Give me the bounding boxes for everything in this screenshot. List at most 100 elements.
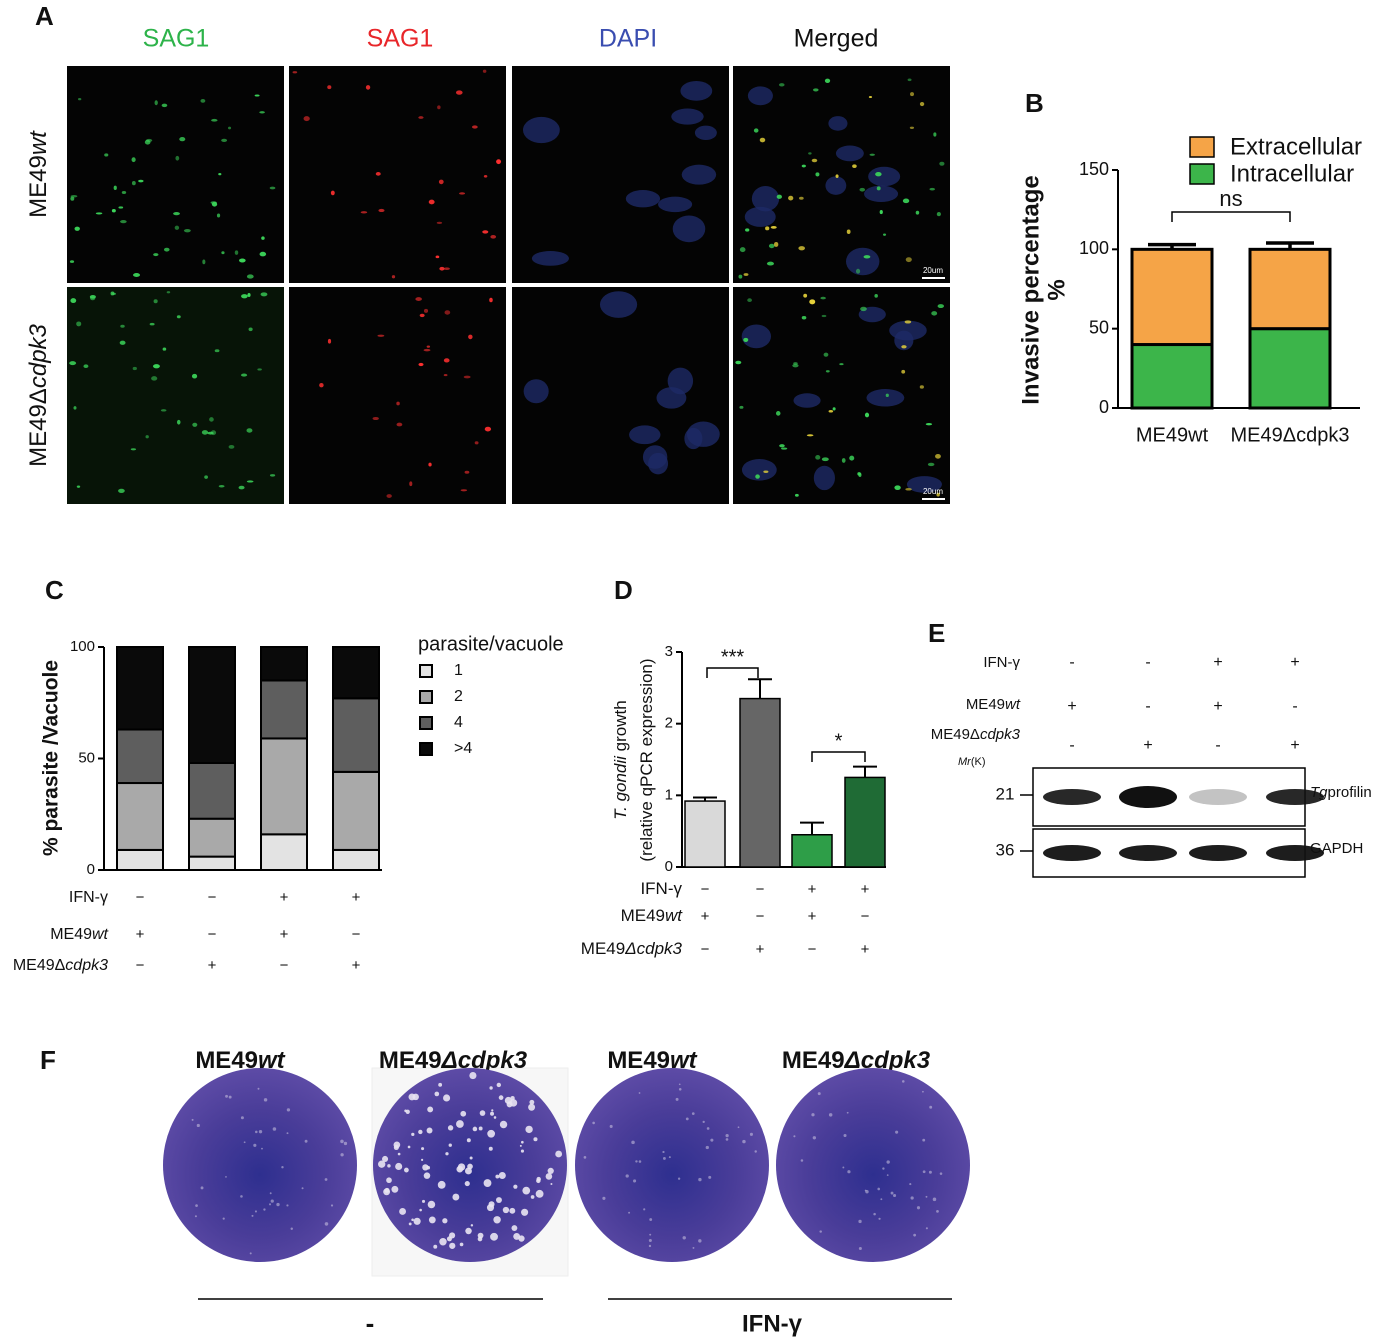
plaque xyxy=(922,1138,926,1142)
parasite xyxy=(426,345,431,348)
plaque-plate xyxy=(776,1068,970,1262)
text-part: wt xyxy=(665,906,683,925)
micrograph xyxy=(67,287,284,504)
parasite xyxy=(821,457,829,462)
parasite xyxy=(292,71,298,74)
bar-segment xyxy=(260,833,308,872)
parasite xyxy=(111,209,116,213)
plaque xyxy=(301,1187,304,1190)
plaque xyxy=(456,1120,464,1128)
plaque xyxy=(286,1108,291,1112)
plaque xyxy=(675,1097,679,1101)
parasite xyxy=(151,376,158,381)
micrograph-texture xyxy=(69,291,276,493)
plaque xyxy=(479,1110,486,1116)
parasite xyxy=(246,274,254,279)
plaque xyxy=(893,1193,897,1198)
parasite xyxy=(211,118,218,122)
plaque xyxy=(466,1138,471,1143)
nucleus xyxy=(889,320,927,341)
parasite xyxy=(200,98,206,103)
parasite xyxy=(247,292,251,297)
plaque xyxy=(261,1147,263,1150)
plaque xyxy=(504,1096,512,1105)
bar-segment xyxy=(260,737,308,836)
parasite xyxy=(852,164,857,168)
parasite xyxy=(76,485,81,488)
plaque xyxy=(404,1109,407,1113)
condition-mark: − xyxy=(208,889,217,906)
parasite xyxy=(183,228,191,233)
plaque xyxy=(483,1179,492,1187)
plaque xyxy=(191,1118,194,1121)
plaque xyxy=(793,1135,796,1138)
y-tick-label: 100 xyxy=(70,638,95,655)
parasite xyxy=(776,194,782,199)
plaque xyxy=(391,1185,399,1193)
text-part: ME49 xyxy=(621,906,665,925)
nucleus xyxy=(671,108,704,125)
plaque xyxy=(304,1139,308,1143)
parasite xyxy=(815,455,821,460)
parasite xyxy=(792,363,799,368)
panel-label: E xyxy=(928,618,945,648)
plaque xyxy=(819,1230,822,1233)
x-tick-label: ME49Δcdpk3 xyxy=(1231,424,1350,446)
parasite xyxy=(455,90,463,95)
plaque xyxy=(443,1094,451,1102)
text-part: ME49 xyxy=(379,1047,442,1074)
significance-bracket xyxy=(811,751,866,762)
parasite xyxy=(860,306,867,312)
condition-mark: − xyxy=(808,941,817,958)
parasite xyxy=(118,488,125,493)
parasite xyxy=(815,172,820,177)
nucleus xyxy=(813,465,835,491)
parasite xyxy=(234,250,239,255)
legend-swatch xyxy=(419,716,433,730)
parasite xyxy=(330,190,335,196)
significance-label: *** xyxy=(721,646,745,668)
plaque xyxy=(447,1125,454,1131)
mw-marker: 21 xyxy=(996,784,1015,803)
text-part: ME49 xyxy=(581,939,625,958)
parasite xyxy=(221,251,225,255)
plaque xyxy=(530,1195,535,1199)
parasite xyxy=(779,83,785,87)
parasite xyxy=(901,369,906,374)
parasite xyxy=(864,412,870,418)
y-axis-label: T. gondii growth xyxy=(611,700,630,819)
parasite xyxy=(443,374,448,377)
parasite xyxy=(132,366,137,371)
text-part: (relative qPCR expression) xyxy=(637,658,656,861)
plaque xyxy=(258,1129,263,1134)
plaque xyxy=(535,1189,544,1198)
plaque xyxy=(286,1132,289,1135)
condition-mark: + xyxy=(861,941,870,958)
parasite xyxy=(418,362,424,367)
nucleus xyxy=(825,176,847,195)
y-axis-label: (relative qPCR expression) xyxy=(637,658,656,861)
parasite xyxy=(428,462,432,467)
parasite xyxy=(459,192,466,195)
parasite xyxy=(391,275,396,279)
y-tick-label: 2 xyxy=(665,715,673,732)
condition-label: ME49wt xyxy=(621,906,684,925)
condition-mark: + xyxy=(861,881,870,898)
plaque xyxy=(383,1188,391,1196)
plaque xyxy=(469,1072,477,1080)
micrograph-texture xyxy=(69,94,276,279)
parasite xyxy=(214,349,220,353)
plaque xyxy=(407,1145,411,1149)
blot-band xyxy=(1266,789,1324,805)
parasite xyxy=(438,179,444,185)
plaque xyxy=(625,1174,629,1178)
parasite xyxy=(133,273,141,277)
plaque xyxy=(536,1178,541,1184)
micrograph-texture xyxy=(522,81,717,266)
parasite xyxy=(259,251,267,257)
parasite xyxy=(794,493,799,497)
nucleus xyxy=(906,476,942,493)
legend-label: >4 xyxy=(454,740,472,757)
nucleus xyxy=(828,116,848,131)
plaque xyxy=(427,1200,436,1209)
